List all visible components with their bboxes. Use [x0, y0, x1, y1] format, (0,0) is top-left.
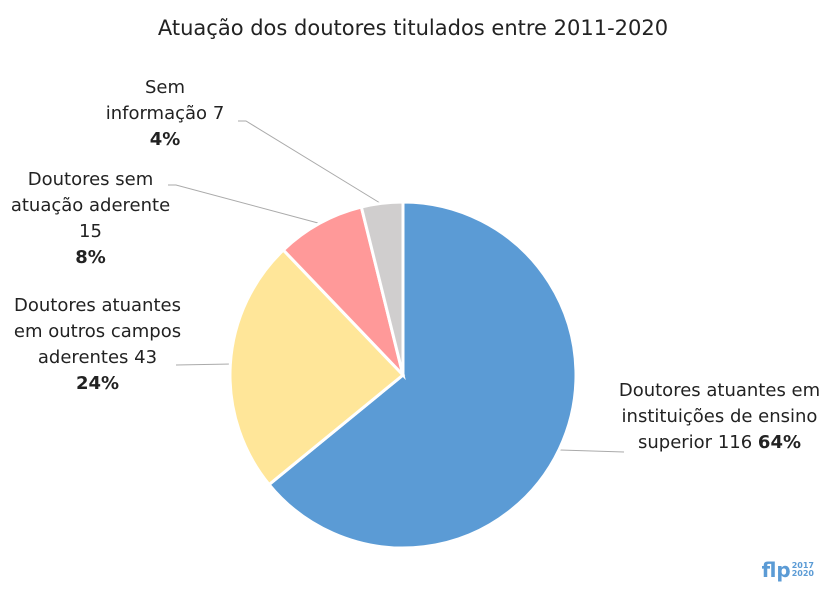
category-name: Doutores atuantes em instituições de ens…: [618, 380, 821, 453]
value-label: 116: [717, 432, 753, 453]
logo-text: flp: [761, 558, 791, 582]
pie-slice: [359, 200, 405, 376]
pie-slice: [266, 200, 578, 550]
category-name: Doutores sem atuação aderente: [10, 169, 171, 216]
slice-label: Doutores atuantes em outros campos adere…: [10, 293, 185, 397]
value-label: 7: [212, 103, 225, 124]
logo: flp 2017 2020: [762, 558, 814, 582]
chart-title: Atuação dos doutores titulados entre 201…: [157, 16, 669, 40]
pie-slice: [228, 247, 406, 487]
slice-label: Doutores atuantes em instituições de ens…: [612, 378, 826, 456]
value-label: 43: [134, 347, 158, 368]
value-label: 15: [79, 221, 102, 242]
logo-year: 2017: [791, 561, 814, 570]
logo-year: 2020: [791, 569, 814, 578]
leader-line: [168, 184, 319, 224]
leader-line: [238, 120, 381, 204]
leader-line: [559, 449, 625, 453]
leader-line: [175, 363, 233, 366]
slice-label: Sem informação 7 4%: [95, 75, 235, 153]
leader-lines: [168, 120, 625, 453]
share-label: 8%: [75, 247, 106, 268]
share-label: 64%: [757, 432, 802, 453]
logo-years: 2017 2020: [792, 562, 814, 578]
share-label: 4%: [149, 129, 181, 150]
category-name: Doutores atuantes em outros campos adere…: [13, 295, 182, 368]
category-name: Sem informação: [105, 77, 208, 124]
pie-slice: [281, 205, 406, 381]
slice-label: Doutores sem atuação aderente 15 8%: [8, 167, 173, 271]
share-label: 24%: [75, 373, 120, 394]
